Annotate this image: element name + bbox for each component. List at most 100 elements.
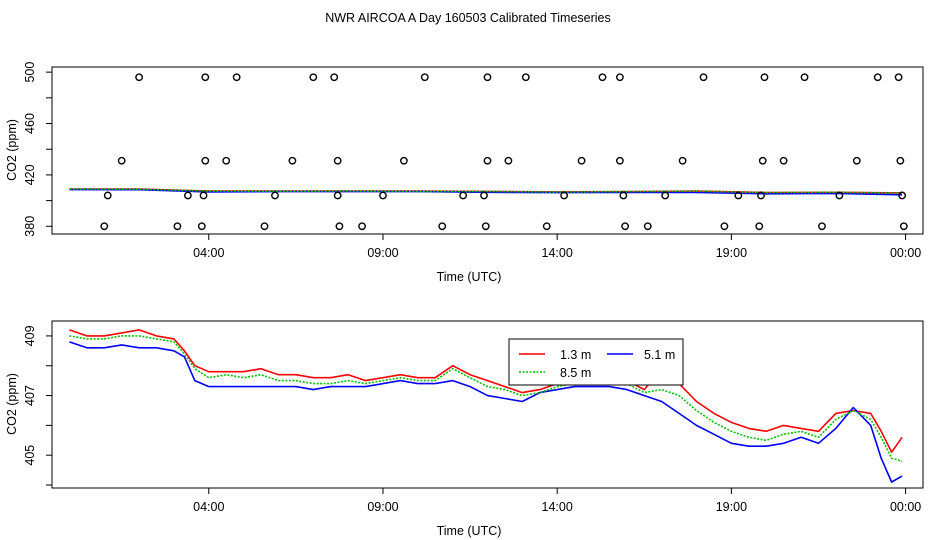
top-x-tick-label: 09:00 <box>367 246 398 260</box>
bottom-x-tick-label: 09:00 <box>367 500 398 514</box>
calibration-point <box>399 156 408 165</box>
calibration-point <box>183 191 192 200</box>
bottom-x-ticks: 04:00 09:00 14:00 19:00 00:00 <box>193 488 921 514</box>
calibration-point <box>835 191 844 200</box>
top-y-ticks: 380 420 460 500 <box>23 62 52 237</box>
calibration-point <box>333 191 342 200</box>
calibration-point <box>232 73 241 82</box>
bottom-y-tick-label: 405 <box>23 445 37 466</box>
calibration-point <box>661 191 670 200</box>
calibration-point <box>755 222 764 231</box>
top-x-axis-label: Time (UTC) <box>437 270 502 284</box>
calibration-point <box>222 156 231 165</box>
calibration-point <box>852 156 861 165</box>
top-x-tick-label: 19:00 <box>716 246 747 260</box>
calibration-point <box>481 222 490 231</box>
legend: 1.3 m 5.1 m 8.5 m <box>508 338 684 386</box>
calibration-point <box>103 191 112 200</box>
calibration-point <box>899 222 908 231</box>
calibration-point <box>800 73 809 82</box>
legend-box <box>508 338 684 386</box>
legend-label-5-1m: 5.1 m <box>644 348 675 362</box>
calibration-point <box>288 156 297 165</box>
calibration-point <box>621 222 630 231</box>
top-y-tick-label: 500 <box>23 62 37 83</box>
bottom-y-tick-label: 409 <box>23 325 37 346</box>
bottom-y-ticks: 405 407 409 <box>23 325 52 486</box>
calibration-point <box>379 191 387 200</box>
calibration-point <box>760 73 769 82</box>
top-y-tick-label: 460 <box>23 113 37 134</box>
calibration-point <box>896 156 905 165</box>
calibration-point <box>100 222 109 231</box>
calibration-point <box>438 222 447 231</box>
calibration-point <box>720 222 729 231</box>
bottom-series-line-1-3-m <box>69 329 903 454</box>
calibration-point <box>201 73 210 82</box>
calibration-point <box>420 73 429 82</box>
calibration-point <box>699 73 708 82</box>
figure-title: NWR AIRCOA A Day 160503 Calibrated Times… <box>325 11 611 25</box>
calibration-point <box>199 191 208 200</box>
bottom-y-tick-label: 407 <box>23 385 37 406</box>
top-series <box>69 188 903 196</box>
calibration-point <box>201 156 210 165</box>
calibration-point <box>504 156 513 165</box>
top-series-line-8-5-m <box>69 188 903 194</box>
calibration-point <box>734 191 743 200</box>
calibration-point <box>678 156 687 165</box>
legend-label-1-3m: 1.3 m <box>560 348 591 362</box>
top-plot-frame <box>51 66 924 235</box>
bottom-x-tick-label: 04:00 <box>193 500 224 514</box>
bottom-y-axis-label: CO2 (ppm) <box>5 373 19 435</box>
calibration-point <box>757 191 765 200</box>
calibration-point <box>271 191 279 200</box>
top-x-ticks: 04:00 09:00 14:00 19:00 00:00 <box>193 234 921 260</box>
bottom-x-axis-label: Time (UTC) <box>437 524 502 538</box>
top-x-tick-label: 04:00 <box>193 246 224 260</box>
calibration-point <box>615 73 624 82</box>
calibration-point <box>483 73 492 82</box>
top-x-tick-label: 00:00 <box>890 246 921 260</box>
calibration-point <box>117 156 126 165</box>
calibration-point <box>309 73 318 82</box>
bottom-plot-frame <box>51 320 924 489</box>
calibration-point <box>873 73 882 82</box>
calibration-point <box>260 222 269 231</box>
bottom-x-tick-label: 00:00 <box>890 500 921 514</box>
top-panel: Time (UTC) CO2 (ppm) 04:00 09:00 14:00 19:0… <box>5 62 924 284</box>
calibration-point <box>898 191 906 200</box>
top-calibration-points <box>100 73 908 231</box>
calibration-point <box>560 191 569 200</box>
bottom-panel: Time (UTC) CO2 (ppm) 04:00 09:00 14:00 19:0… <box>5 320 924 538</box>
top-y-tick-label: 380 <box>23 216 37 237</box>
calibration-point <box>779 156 788 165</box>
calibration-point <box>459 191 468 200</box>
calibration-point <box>135 73 144 82</box>
calibration-point <box>598 73 607 82</box>
calibration-point <box>330 73 339 82</box>
bottom-series <box>69 329 903 483</box>
top-y-tick-label: 420 <box>23 164 37 185</box>
calibration-point <box>619 191 628 200</box>
calibration-point <box>577 156 586 165</box>
calibration-point <box>358 222 366 231</box>
calibration-point <box>480 191 488 200</box>
legend-label-8-5m: 8.5 m <box>560 366 591 380</box>
bottom-series-line-5-1-m <box>69 341 903 483</box>
bottom-x-tick-label: 14:00 <box>542 500 573 514</box>
bottom-series-line-8-5-m <box>69 335 903 462</box>
calibration-point <box>335 222 344 231</box>
calibration-point <box>894 73 903 82</box>
calibration-point <box>483 156 492 165</box>
calibration-point <box>643 222 652 231</box>
calibration-point <box>818 222 826 231</box>
calibration-point <box>542 222 551 231</box>
calibration-point <box>197 222 206 231</box>
calibration-point <box>173 222 182 231</box>
calibration-point <box>758 156 767 165</box>
calibration-point <box>521 73 530 82</box>
calibration-point <box>615 156 624 165</box>
bottom-x-tick-label: 19:00 <box>716 500 747 514</box>
